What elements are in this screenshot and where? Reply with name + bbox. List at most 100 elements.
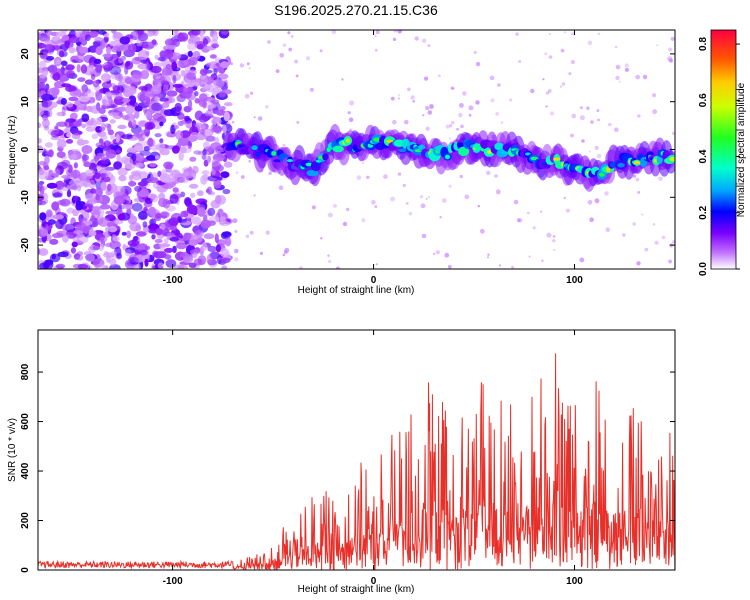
noise-blob [38,82,44,89]
noise-blob [209,251,221,260]
noise-blob [71,185,78,190]
ridge-peak [486,150,492,154]
noise-blob [45,209,53,218]
spectrogram-y-tick-label: -20 [20,237,31,252]
noise-blob [73,230,83,235]
noise-dot [652,93,657,98]
noise-blob [189,183,199,189]
noise-blob [107,129,114,136]
noise-blob [200,75,208,85]
noise-blob [159,173,171,183]
noise-blob [117,167,128,177]
noise-blob [56,111,66,117]
noise-blob [162,84,169,94]
noise-blob [159,243,165,253]
noise-blob [161,211,169,216]
noise-dot [637,191,641,194]
noise-blob [69,90,81,97]
noise-blob [108,226,118,233]
noise-blob [53,233,58,239]
noise-dot [668,259,673,264]
noise-blob [180,119,192,125]
noise-dot [528,255,531,258]
noise-dot [267,40,271,44]
noise-dot [614,45,618,49]
noise-dot [347,111,351,115]
noise-blob [76,185,82,192]
noise-blob [76,251,83,256]
noise-dot [397,94,400,97]
noise-blob [83,180,88,187]
noise-blob [51,253,56,260]
noise-dot [259,251,263,255]
noise-dot [282,253,286,257]
noise-blob [190,192,196,198]
noise-dot [658,176,663,182]
snr-x-tick-label: 100 [566,576,583,587]
noise-blob [116,85,124,94]
noise-blob [76,224,82,232]
noise-blob [145,89,155,99]
noise-blob [218,90,227,98]
noise-blob [52,72,61,81]
noise-blob [61,34,70,41]
ridge-peak [286,159,294,163]
noise-blob [186,204,198,215]
noise-dot [452,87,455,90]
noise-blob [151,102,163,112]
noise-dot [427,44,431,47]
noise-blob [191,216,202,225]
noise-blob [142,103,147,114]
spectrogram-x-tick-label: 0 [371,275,377,286]
noise-dot [477,204,480,208]
noise-blob [134,110,140,119]
noise-dot [635,177,640,182]
noise-dot [228,235,231,238]
snr-series-line [38,353,675,570]
noise-dot [449,124,453,128]
noise-blob [66,70,76,79]
noise-blob [185,72,197,80]
noise-blob [90,188,97,195]
noise-blob [38,248,49,256]
noise-blob [112,236,120,242]
noise-blob [90,73,96,81]
noise-dot [361,218,366,223]
noise-blob [55,263,66,269]
spectrogram-y-tick-label: 0 [20,146,31,152]
ridge-peak [669,156,675,162]
noise-blob [170,225,178,231]
noise-blob [172,187,179,193]
noise-dot [571,113,576,119]
noise-blob [66,207,75,214]
noise-blob [135,153,145,162]
ridge-peak [633,161,641,165]
noise-blob [194,90,199,97]
noise-blob [221,231,232,238]
noise-dot [287,31,291,35]
noise-dot [509,98,513,102]
noise-blob [116,149,121,154]
figure-title: S196.2025.270.21.15.C36 [274,2,438,18]
noise-dot [346,207,350,212]
noise-dot [563,31,566,34]
noise-blob [202,149,207,156]
ridge-peak [273,159,281,163]
noise-dot [257,116,263,121]
noise-dot [240,175,245,179]
noise-blob [192,30,201,36]
ridge-peak [373,137,381,142]
noise-dot [580,106,583,110]
noise-dot [487,253,490,256]
noise-blob [119,36,131,45]
noise-blob [90,210,101,215]
noise-dot [234,248,239,254]
noise-dot [547,89,552,93]
noise-blob [56,200,67,206]
noise-blob [153,96,161,103]
noise-blob [45,55,55,61]
noise-blob [51,201,60,211]
noise-blob [52,192,63,198]
noise-blob [157,251,167,259]
noise-dot [475,61,481,67]
